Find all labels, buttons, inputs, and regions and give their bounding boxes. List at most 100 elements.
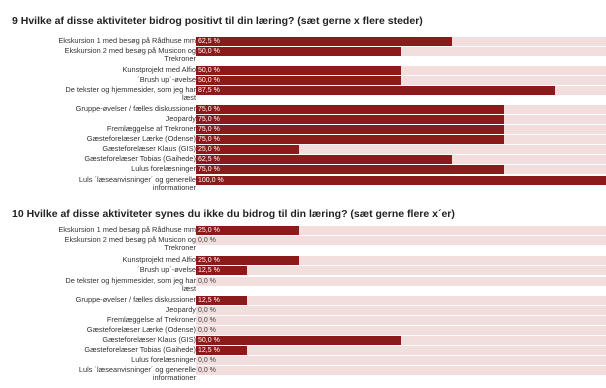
category-label: Fremlæggelse af Trekroner — [6, 315, 196, 324]
category-label-line: ´Brush up´-øvelse — [137, 265, 196, 274]
bar — [196, 115, 504, 124]
bar-row: Ekskursion 1 med besøg på Rådhuse mm 62,5… — [0, 36, 606, 47]
value-label: 75,0 % — [198, 116, 220, 123]
category-label-line: læst — [182, 284, 196, 294]
category-label-line: Luls ´læseanvisninger´ og generelle — [78, 175, 196, 184]
bar-track: 62,5 % — [196, 37, 606, 46]
category-label-line: Gruppe-øvelser / fælles diskussioner — [75, 104, 196, 113]
value-label: 100,0 % — [198, 177, 224, 184]
bar-track: 0,0 % — [196, 326, 606, 335]
bar-row: ´Brush up´-øvelse 12,5 % — [0, 265, 606, 276]
bar-row: Gruppe-øvelser / fælles diskussioner 12,5… — [0, 295, 606, 306]
bar — [196, 346, 247, 355]
category-label-line: Gæsteforelæser Lærke (Odense) — [86, 325, 196, 334]
category-label: Ekskursion 2 med besøg på Musicon og Trek… — [6, 46, 196, 64]
category-label: Luls ´læseanvisninger´ og generelle infor… — [6, 175, 196, 193]
bar-track: 50,0 % — [196, 76, 606, 85]
bar — [196, 155, 452, 164]
bar-track: 75,0 % — [196, 135, 606, 144]
category-label-line: De tekster og hjemmesider, som jeg har — [65, 276, 196, 285]
bar-track: 0,0 % — [196, 316, 606, 325]
bar-track: 0,0 % — [196, 366, 606, 375]
category-label: Lulus forelæsninger — [6, 355, 196, 364]
chart-title: 10 Hvilke af disse aktiviteter synes du … — [12, 208, 455, 220]
bar — [196, 135, 504, 144]
category-label-line: Ekskursion 1 med besøg på Rådhuse mm — [58, 36, 196, 45]
bar — [196, 266, 247, 275]
bar-track: 87,5 % — [196, 86, 606, 95]
category-label: De tekster og hjemmesider, som jeg har læ… — [6, 276, 196, 294]
bar — [196, 226, 299, 235]
bar-track: 50,0 % — [196, 66, 606, 75]
category-label-line: informationer — [152, 183, 196, 193]
bar-track: 25,0 % — [196, 226, 606, 235]
bar-track: 0,0 % — [196, 236, 606, 245]
category-label-line: Gæsteforelæser Tobias (Gaihede) — [84, 345, 196, 354]
value-label: 0,0 % — [198, 367, 216, 374]
category-label-line: Ekskursion 1 med besøg på Rådhuse mm — [58, 225, 196, 234]
category-label-line: Gruppe-øvelser / fælles diskussioner — [75, 295, 196, 304]
bar-track: 75,0 % — [196, 125, 606, 134]
value-label: 62,5 % — [198, 156, 220, 163]
bar-track: 0,0 % — [196, 356, 606, 365]
bar-row: Luls ´læseanvisninger´ og generelle infor… — [0, 175, 606, 192]
bar-track: 75,0 % — [196, 115, 606, 124]
bar — [196, 176, 606, 185]
bar-track: 12,5 % — [196, 346, 606, 355]
category-label: Gæsteforelæser Lærke (Odense) — [6, 134, 196, 143]
value-label: 0,0 % — [198, 278, 216, 285]
category-label-line: Ekskursion 2 med besøg på Musicon og — [64, 235, 196, 244]
category-label: ´Brush up´-øvelse — [6, 265, 196, 274]
bar-row: Gæsteforelæser Tobias (Gaihede) 12,5 % — [0, 345, 606, 356]
category-label-line: Lulus forelæsninger — [131, 164, 196, 173]
category-label: Lulus forelæsninger — [6, 164, 196, 173]
bar — [196, 165, 504, 174]
category-label-line: Gæsteforelæser Klaus (GIS) — [102, 144, 196, 153]
bar-row: Gæsteforelæser Lærke (Odense) 75,0 % — [0, 134, 606, 145]
category-label: De tekster og hjemmesider, som jeg har læ… — [6, 85, 196, 102]
value-label: 50,0 % — [198, 67, 220, 74]
category-label: Ekskursion 1 med besøg på Rådhuse mm — [6, 225, 196, 234]
bar-track: 25,0 % — [196, 256, 606, 265]
category-label-line: Trekroner — [164, 54, 196, 64]
bar-row: Gæsteforelæser Tobias (Gaihede) 62,5 % — [0, 154, 606, 165]
category-label: Luls ´læseanvisninger´ og generelle infor… — [6, 365, 196, 382]
bar — [196, 336, 401, 345]
category-label: Fremlæggelse af Trekroner — [6, 124, 196, 133]
category-label: Ekskursion 1 med besøg på Rådhuse mm — [6, 36, 196, 45]
category-label-line: Lulus forelæsninger — [131, 355, 196, 364]
category-label: Gæsteforelæser Tobias (Gaihede) — [6, 154, 196, 163]
bar-row: Gruppe-øvelser / fælles diskussioner 75,0… — [0, 104, 606, 115]
bar — [196, 66, 401, 75]
bar-row: Gæsteforelæser Klaus (GIS) 50,0 % — [0, 335, 606, 346]
bar-row: De tekster og hjemmesider, som jeg har læ… — [0, 85, 606, 102]
bar-row: Kunstprojekt med Alfio 50,0 % — [0, 65, 606, 76]
category-label-line: Trekroner — [164, 243, 196, 253]
bar-track: 50,0 % — [196, 336, 606, 345]
bar — [196, 76, 401, 85]
category-label: Kunstprojekt med Alfio — [6, 65, 196, 74]
category-label: Gruppe-øvelser / fælles diskussioner — [6, 295, 196, 304]
category-label-line: Jeopardy — [165, 305, 196, 314]
bar-track: 75,0 % — [196, 165, 606, 174]
category-label: ´Brush up´-øvelse — [6, 75, 196, 84]
value-label: 12,5 % — [198, 347, 220, 354]
category-label-line: ´Brush up´-øvelse — [137, 75, 196, 84]
bar-row: Ekskursion 2 med besøg på Musicon og Trek… — [0, 235, 606, 252]
bar-row: Gæsteforelæser Lærke (Odense) 0,0 % — [0, 325, 606, 336]
bar-track: 50,0 % — [196, 47, 606, 56]
value-label: 50,0 % — [198, 337, 220, 344]
value-label: 50,0 % — [198, 77, 220, 84]
bar-row: Luls ´læseanvisninger´ og generelle infor… — [0, 365, 606, 382]
bar-row: Jeopardy 0,0 % — [0, 305, 606, 316]
value-label: 75,0 % — [198, 126, 220, 133]
bar-row: Gæsteforelæser Klaus (GIS) 25,0 % — [0, 144, 606, 155]
category-label: Gæsteforelæser Klaus (GIS) — [6, 335, 196, 344]
bar — [196, 105, 504, 114]
bar — [196, 37, 452, 46]
category-label: Ekskursion 2 med besøg på Musicon og Trek… — [6, 235, 196, 253]
value-label: 62,5 % — [198, 38, 220, 45]
value-label: 12,5 % — [198, 297, 220, 304]
category-label-line: Ekskursion 2 med besøg på Musicon og — [64, 46, 196, 55]
bar — [196, 145, 299, 154]
